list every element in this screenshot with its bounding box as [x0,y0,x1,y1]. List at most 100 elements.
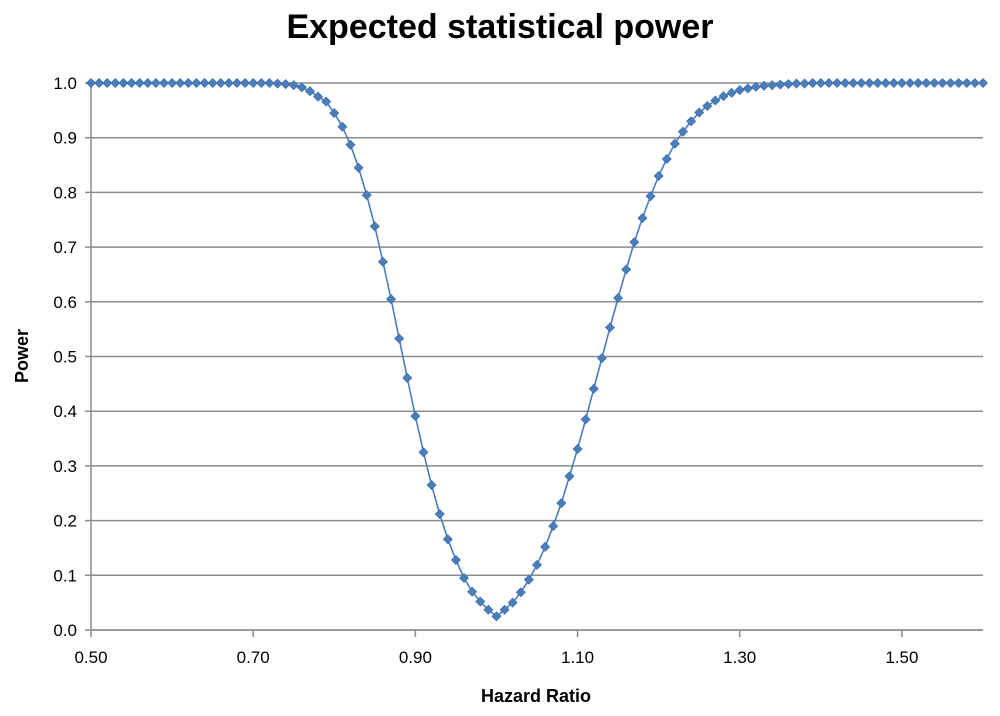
y-tick-label: 0.0 [53,621,77,640]
y-tick-label: 0.1 [53,566,77,585]
y-tick-label: 0.3 [53,457,77,476]
data-point [442,534,453,545]
data-point [953,77,964,89]
data-point [645,191,656,202]
data-point [531,559,543,570]
data-point [856,77,867,89]
y-tick-label: 0.6 [53,293,77,312]
data-point [288,80,299,91]
data-point [564,471,575,482]
y-tick-labels: 0.0 0.1 0.2 0.3 0.4 0.5 0.6 0.7 0.8 0.9 1.0 [53,74,77,640]
data-point [321,96,332,107]
data-point [823,77,834,89]
data-point [734,85,745,96]
data-point [304,86,315,97]
data-point [337,121,348,132]
data-point [150,77,161,89]
data-point [921,77,932,89]
data-point [864,77,875,89]
data-point [199,77,210,89]
data-point [613,292,624,303]
data-point [759,80,770,91]
data-point [710,95,721,106]
y-axis-label: Power [12,329,32,383]
y-tick-label: 0.2 [53,512,77,531]
data-point [167,77,178,89]
data-point [904,77,916,89]
data-point [775,79,786,90]
data-point [896,77,907,89]
data-point [313,91,324,102]
data-point [85,77,97,89]
data-point [223,77,234,89]
data-point [491,611,502,622]
data-point [888,77,899,89]
data-point [677,126,688,137]
data-point [483,604,494,615]
data-point [296,82,307,93]
data-point [207,77,218,89]
data-point [426,480,437,491]
x-tick-label: 1.10 [561,648,594,667]
data-point [556,498,567,509]
data-point [499,604,510,615]
data-point [450,554,461,566]
data-point [110,77,121,89]
data-point [969,77,980,89]
data-point [686,116,697,127]
x-tick-label: 0.90 [399,648,432,667]
data-point [783,79,794,90]
data-point [507,597,518,608]
data-point [410,411,421,422]
data-point [629,237,640,248]
data-point [815,77,826,89]
data-point [929,77,940,89]
data-point [791,78,802,89]
data-point [418,447,429,458]
data-point [264,77,275,89]
x-tick-label: 0.70 [237,648,270,667]
data-point [458,573,470,584]
data-point [807,77,818,89]
data-point [475,596,486,607]
y-tick-label: 0.9 [53,129,77,148]
data-point [369,221,380,232]
data-point [434,509,445,520]
data-point [272,78,283,89]
data-point [394,333,405,344]
data-point [158,77,170,89]
data-point [840,77,851,89]
data-point [596,353,607,364]
data-point [142,77,153,89]
data-point [361,190,372,201]
data-point [256,77,267,89]
y-tick-label: 0.4 [53,402,77,421]
chart-title: Expected statistical power [286,8,714,46]
data-point [872,77,883,89]
data-point [945,77,956,89]
data-point [377,256,388,267]
data-point [94,77,105,89]
x-tick-label: 0.50 [74,648,107,667]
data-point [718,91,729,102]
data-point [588,383,599,394]
data-point [742,83,753,94]
data-point [750,81,761,92]
x-tick-label: 1.50 [885,648,918,667]
data-point [515,587,526,598]
y-tick-label: 0.7 [53,238,77,257]
x-axis-label: Hazard Ratio [481,686,591,706]
data-point [523,574,534,585]
data-point [961,77,972,89]
data-point [621,264,632,275]
data-point [386,294,397,305]
data-point [702,100,713,111]
data-point [175,77,186,89]
series-line [91,82,983,618]
data-point [726,87,737,98]
data-point [848,77,859,89]
data-point [540,541,551,552]
data-point [580,414,591,425]
data-point [604,322,616,333]
